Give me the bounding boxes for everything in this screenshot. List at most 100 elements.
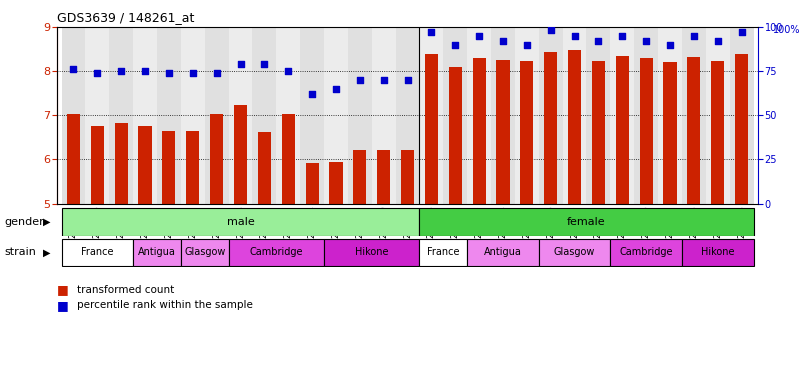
Bar xyxy=(568,50,581,204)
Point xyxy=(187,70,200,76)
Bar xyxy=(544,53,557,204)
Bar xyxy=(85,27,109,204)
Bar xyxy=(419,27,444,204)
Text: France: France xyxy=(81,247,114,258)
Point xyxy=(354,77,367,83)
Point xyxy=(114,68,127,74)
Point xyxy=(91,70,104,76)
Text: Hikone: Hikone xyxy=(701,247,735,258)
Text: strain: strain xyxy=(4,247,36,258)
Bar xyxy=(229,27,252,204)
Point xyxy=(234,61,247,67)
Bar xyxy=(634,27,658,204)
Text: Cambridge: Cambridge xyxy=(250,247,303,258)
Bar xyxy=(539,27,563,204)
Bar xyxy=(139,126,152,204)
Bar xyxy=(563,27,586,204)
Text: ■: ■ xyxy=(57,299,68,312)
Bar xyxy=(252,27,277,204)
Bar xyxy=(306,163,319,204)
Point xyxy=(568,33,581,39)
Bar xyxy=(371,27,396,204)
Bar xyxy=(730,27,753,204)
Bar xyxy=(204,27,229,204)
Bar xyxy=(348,27,371,204)
Bar xyxy=(62,239,133,266)
Bar xyxy=(706,27,730,204)
Bar xyxy=(687,57,701,204)
Bar xyxy=(281,114,294,204)
Bar xyxy=(682,239,753,266)
Bar xyxy=(515,27,539,204)
Bar xyxy=(133,239,181,266)
Point xyxy=(521,41,534,48)
Bar xyxy=(521,61,534,204)
Text: Cambridge: Cambridge xyxy=(620,247,673,258)
Bar xyxy=(473,58,486,204)
Text: France: France xyxy=(427,247,460,258)
Text: female: female xyxy=(567,217,606,227)
Bar xyxy=(467,239,539,266)
Bar xyxy=(444,27,467,204)
Point xyxy=(329,86,342,92)
Bar xyxy=(419,208,753,236)
Text: Hikone: Hikone xyxy=(355,247,388,258)
Point xyxy=(688,33,701,39)
Bar xyxy=(62,27,85,204)
Bar xyxy=(496,60,509,204)
Text: Glasgow: Glasgow xyxy=(184,247,225,258)
Text: gender: gender xyxy=(4,217,44,227)
Text: ▶: ▶ xyxy=(43,217,51,227)
Bar xyxy=(157,27,181,204)
Bar xyxy=(181,27,204,204)
Bar xyxy=(324,239,419,266)
Bar xyxy=(401,150,414,204)
Bar xyxy=(329,162,342,204)
Text: percentile rank within the sample: percentile rank within the sample xyxy=(77,300,253,310)
Bar xyxy=(91,126,104,204)
Bar xyxy=(187,131,200,204)
Point xyxy=(448,41,461,48)
Point xyxy=(139,68,152,74)
Bar xyxy=(67,114,80,204)
Text: Antigua: Antigua xyxy=(138,247,176,258)
Bar xyxy=(592,61,605,204)
Bar xyxy=(640,58,653,204)
Bar xyxy=(467,27,491,204)
Bar xyxy=(162,131,175,204)
Point xyxy=(425,29,438,35)
Bar xyxy=(300,27,324,204)
Bar xyxy=(229,239,324,266)
Bar xyxy=(586,27,611,204)
Bar xyxy=(210,114,223,204)
Point xyxy=(592,38,605,44)
Text: ■: ■ xyxy=(57,283,68,296)
Bar xyxy=(611,239,682,266)
Bar xyxy=(663,62,676,204)
Bar xyxy=(377,150,390,204)
Bar xyxy=(735,54,748,204)
Bar xyxy=(682,27,706,204)
Point xyxy=(640,38,653,44)
Text: Antigua: Antigua xyxy=(484,247,522,258)
Text: GDS3639 / 148261_at: GDS3639 / 148261_at xyxy=(57,11,194,24)
Bar xyxy=(396,27,419,204)
Bar xyxy=(539,239,611,266)
Bar xyxy=(114,123,128,204)
Bar xyxy=(277,27,300,204)
Bar xyxy=(658,27,682,204)
Point xyxy=(306,91,319,97)
Bar xyxy=(711,61,724,204)
Bar xyxy=(419,239,467,266)
Bar xyxy=(491,27,515,204)
Point xyxy=(258,61,271,67)
Text: transformed count: transformed count xyxy=(77,285,174,295)
Text: ▶: ▶ xyxy=(43,247,51,258)
Bar xyxy=(234,106,247,204)
Point xyxy=(711,38,724,44)
Bar xyxy=(425,54,438,204)
Point xyxy=(210,70,223,76)
Point xyxy=(162,70,175,76)
Bar xyxy=(448,67,461,204)
Point xyxy=(281,68,294,74)
